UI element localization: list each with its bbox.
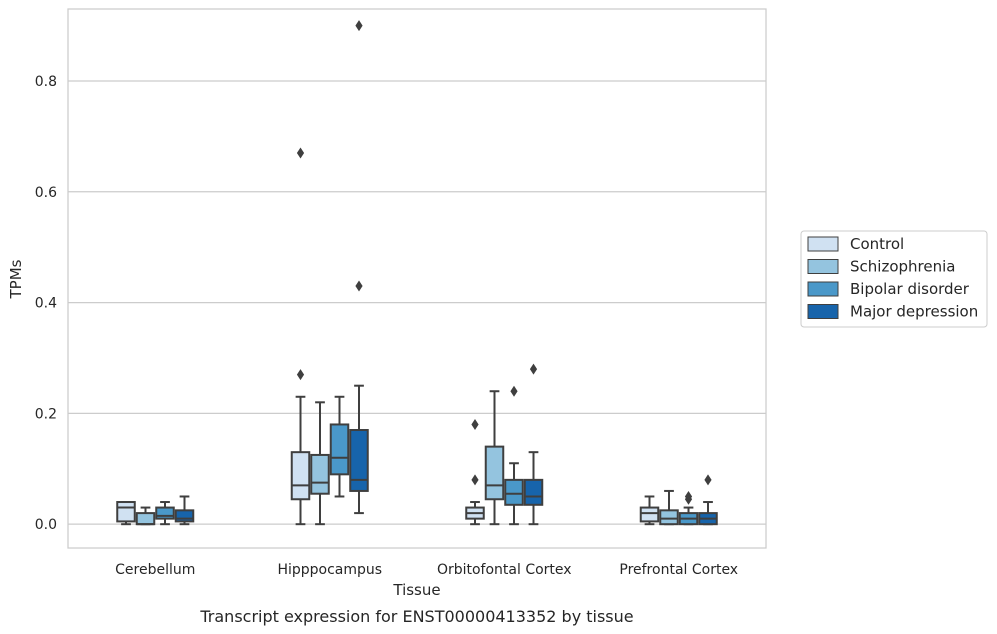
series-bipolar-disorder: [155, 385, 699, 526]
legend-label: Schizophrenia: [850, 258, 955, 276]
box: [174, 495, 195, 526]
series-control: [116, 147, 660, 526]
y-tick-label: 0.4: [35, 296, 57, 312]
x-axis-ticks: Cerebellum Hipppocampus Orbitofontal Corte…: [115, 562, 738, 578]
box: [484, 390, 505, 526]
outlier-point: [471, 474, 479, 486]
box-body: [639, 506, 660, 523]
legend-label: Bipolar disorder: [850, 280, 970, 298]
box: [659, 489, 679, 526]
box-body: [116, 501, 136, 523]
y-axis-title: TPMs: [7, 259, 25, 299]
x-axis-title: Tissue: [392, 581, 440, 599]
box: [678, 490, 699, 526]
legend-label: Control: [850, 235, 904, 253]
outlier-point: [684, 490, 693, 502]
outlier-point: [296, 147, 305, 159]
outlier-point: [704, 474, 712, 486]
x-tick-label: Orbitofontal Cortex: [437, 562, 572, 578]
grid-lines: [68, 80, 766, 525]
box: [639, 495, 660, 526]
outlier-point: [529, 363, 538, 375]
box: [116, 501, 136, 526]
x-tick-label: Cerebellum: [115, 562, 195, 578]
y-axis-ticks: 0.0 0.2 0.4 0.6 0.8: [35, 74, 57, 533]
series-major-depression: [174, 20, 718, 526]
box: [329, 395, 350, 498]
box: [523, 363, 544, 526]
legend-frame: [800, 230, 988, 328]
box: [349, 20, 369, 515]
box-body: [135, 512, 156, 526]
box: [310, 401, 330, 526]
outlier-point: [510, 385, 518, 397]
y-tick-label: 0.0: [35, 517, 57, 533]
legend-swatch: [807, 304, 839, 319]
box-body: [504, 478, 524, 506]
box: [465, 418, 485, 526]
box-body: [310, 453, 330, 495]
legend-swatch: [807, 259, 839, 274]
box-groups: [116, 20, 718, 526]
y-tick-label: 0.8: [35, 74, 57, 90]
box: [698, 474, 718, 526]
box-body: [659, 509, 679, 526]
box: [504, 385, 524, 526]
legend-swatch: [807, 281, 839, 297]
x-tick-label: Hipppocampus: [277, 562, 382, 578]
box-body: [329, 423, 350, 476]
box: [155, 501, 175, 526]
outlier-point: [471, 418, 479, 430]
outlier-point: [296, 369, 305, 381]
legend: Control Schizophrenia Bipolar disorder Majo…: [800, 230, 988, 328]
plot-area: [67, 8, 767, 549]
box-body: [523, 478, 544, 506]
legend-swatch: [807, 236, 839, 252]
box: [290, 147, 311, 526]
legend-label: Major depression: [850, 303, 978, 321]
box-body: [349, 429, 369, 492]
y-tick-label: 0.6: [35, 185, 57, 201]
box-body: [484, 445, 505, 501]
outlier-point: [355, 20, 363, 32]
chart-caption: Transcript expression for ENST0000041335…: [199, 607, 633, 626]
y-tick-label: 0.2: [35, 406, 57, 422]
series-schizophrenia: [135, 390, 679, 526]
outlier-point: [355, 280, 363, 292]
box-body: [290, 451, 311, 501]
box-body: [174, 509, 195, 523]
x-tick-label: Prefrontal Cortex: [619, 562, 738, 578]
box: [135, 506, 156, 526]
box-body: [155, 506, 175, 520]
